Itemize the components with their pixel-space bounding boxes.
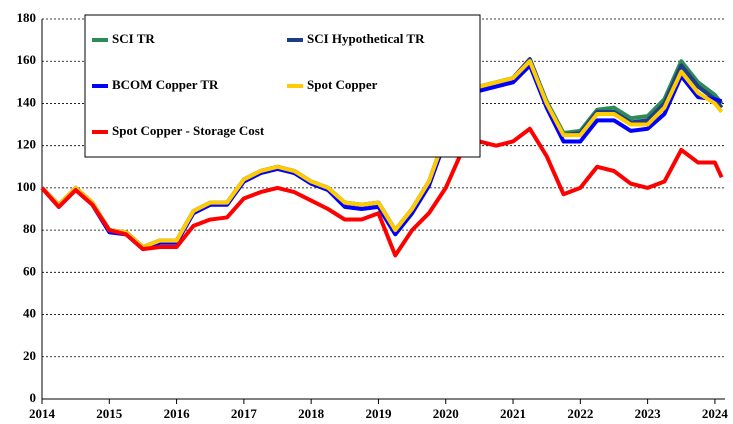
y-tick-label: 180: [17, 10, 37, 25]
x-tick-label: 2024: [702, 406, 729, 421]
legend-box: [84, 14, 481, 158]
y-tick-label: 100: [17, 179, 37, 194]
y-tick-label: 40: [23, 306, 36, 321]
y-tick-label: 140: [17, 94, 37, 109]
y-tick-label: 80: [23, 221, 36, 236]
legend-label: Spot Copper: [307, 77, 378, 92]
x-tick-label: 2014: [29, 406, 56, 421]
legend-label: Spot Copper - Storage Cost: [112, 123, 265, 138]
x-tick-label: 2015: [96, 406, 123, 421]
x-tick-label: 2021: [500, 406, 526, 421]
series-line: [40, 59, 724, 249]
y-tick-label: 0: [30, 390, 37, 405]
x-tick-label: 2022: [567, 406, 593, 421]
x-tick-label: 2023: [635, 406, 662, 421]
legend-label: SCI Hypothetical TR: [307, 31, 425, 46]
x-tick-label: 2019: [365, 406, 392, 421]
x-tick-label: 2018: [298, 406, 325, 421]
legend-label: SCI TR: [112, 31, 155, 46]
y-tick-label: 160: [17, 52, 37, 67]
series-line: [40, 126, 724, 258]
y-tick-label: 60: [23, 263, 36, 278]
x-tick-label: 2020: [433, 406, 459, 421]
x-tick-label: 2016: [164, 406, 191, 421]
x-tick-label: 2017: [231, 406, 258, 421]
y-tick-label: 20: [23, 348, 36, 363]
y-tick-label: 120: [17, 137, 37, 152]
legend-label: BCOM Copper TR: [112, 77, 219, 92]
